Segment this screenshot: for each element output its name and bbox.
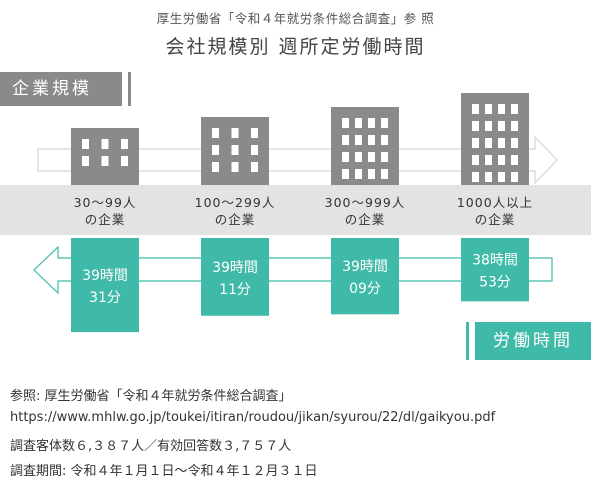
window [212,145,219,155]
window [498,138,505,148]
window [498,172,505,182]
window [82,139,89,149]
hours-label-hours: 39時間 [82,268,128,284]
source-note: 厚生労働省「令和４年就労条件総合調査」参 照 [156,11,435,26]
window [381,152,388,162]
window [472,121,479,131]
window [485,121,492,131]
hours-label-hours: 38時間 [472,253,518,269]
window [342,135,349,145]
window [342,118,349,128]
window [121,156,128,166]
window [342,152,349,162]
window [472,172,479,182]
window [231,162,239,172]
window [231,128,239,138]
window [485,104,492,114]
category-suffix: の企業 [474,212,516,227]
window [251,145,258,155]
window [251,128,258,138]
hours-label-minutes: 11分 [219,282,251,298]
chart-title: 会社規模別 週所定労働時間 [165,36,426,58]
working-hours-label: 労働時間 [475,322,591,360]
window [381,169,388,179]
window [355,135,362,145]
footer-reference: 参照: 厚生労働省「令和４年就労条件総合調査」 [10,389,292,404]
window [368,152,375,162]
category-label-4: 1000人以上 の企業 [435,194,555,228]
category-size: 1000人以上 [456,195,534,210]
category-label-3: 300～999人 の企業 [305,194,425,228]
window [368,135,375,145]
category-size: 100～299人 [194,195,276,210]
window [485,138,492,148]
window [212,128,219,138]
window [368,118,375,128]
window [82,156,89,166]
window [485,172,492,182]
window [498,121,505,131]
hours-label-hours: 39時間 [212,260,258,276]
window [511,104,518,114]
window [251,162,258,172]
working-hours-accent [466,322,469,360]
category-size: 300～999人 [324,195,406,210]
window [511,138,518,148]
window [381,135,388,145]
category-size: 30～99人 [73,195,137,210]
window [101,156,109,166]
window [212,162,219,172]
hours-label-minutes: 31分 [89,290,121,306]
hours-label-minutes: 53分 [479,275,511,291]
window [355,169,362,179]
window [472,155,479,165]
window [355,118,362,128]
window [381,118,388,128]
hours-bar-1 [71,238,139,333]
hours-label-minutes: 09分 [349,281,381,297]
footer-sample: 調査客体数６,３８７人／有効回答数３,７５７人 [10,439,292,454]
window [511,172,518,182]
window [101,139,109,149]
hours-label-hours: 39時間 [342,259,388,275]
window [368,169,375,179]
window [231,145,239,155]
footer-url[interactable]: https://www.mhlw.go.jp/toukei/itiran/rou… [10,410,496,425]
category-suffix: の企業 [214,212,256,227]
window [355,152,362,162]
company-size-label: 企業規模 [0,72,122,106]
category-suffix: の企業 [344,212,386,227]
company-size-accent [128,72,131,106]
window [511,121,518,131]
window [342,169,349,179]
hours-bar-4 [461,238,529,302]
window [472,138,479,148]
window [472,104,479,114]
window [498,104,505,114]
building-4 [461,93,529,185]
category-label-1: 30～99人 の企業 [45,194,165,228]
building-3 [331,107,399,185]
footer-period: 調査期間: 令和４年１月１日～令和４年１２月３１日 [10,464,318,479]
category-suffix: の企業 [84,212,126,227]
window [485,155,492,165]
category-label-2: 100～299人 の企業 [175,194,295,228]
hours-bar-3 [331,238,399,315]
window [511,155,518,165]
hours-bar-2 [201,238,269,316]
window [498,155,505,165]
window [121,139,128,149]
